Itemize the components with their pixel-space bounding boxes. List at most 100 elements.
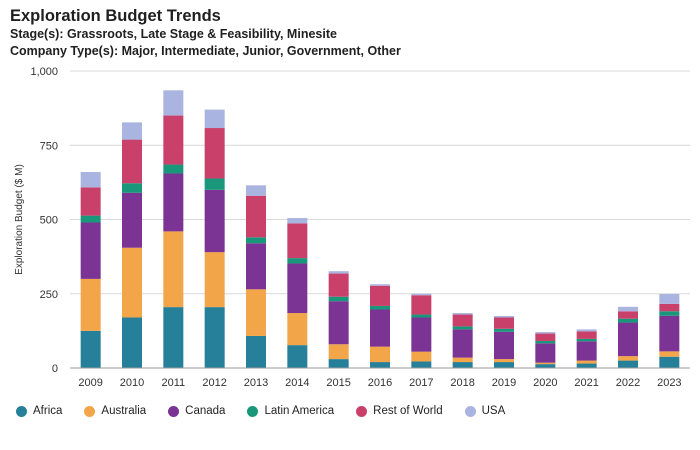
bar-segment-usa <box>659 294 680 304</box>
bar-segment-rest-of-world <box>287 223 308 259</box>
bar-segment-canada <box>122 192 142 248</box>
bar-segment-latin-america <box>204 178 225 190</box>
bar-segment-usa <box>246 185 266 196</box>
bars <box>80 90 680 368</box>
legend-item: Canada <box>168 405 225 417</box>
bar-segment-canada <box>452 329 473 358</box>
x-tick-label: 2023 <box>657 377 681 389</box>
legend-label: Latin America <box>264 405 335 417</box>
bar-segment-canada <box>618 322 638 357</box>
x-tick-label: 2011 <box>162 377 186 389</box>
chart-title: Exploration Budget Trends <box>10 7 221 25</box>
bar-segment-africa <box>204 307 225 368</box>
legend-swatch <box>464 405 476 417</box>
bar-segment-rest-of-world <box>452 314 473 327</box>
bar-segment-canada <box>535 343 556 363</box>
x-tick-label: 2010 <box>120 377 144 389</box>
bar-segment-canada <box>287 263 308 314</box>
bar-segment-africa <box>618 360 638 368</box>
bar-segment-latin-america <box>659 311 680 316</box>
x-tick-label: 2016 <box>368 377 392 389</box>
chart-header: Exploration Budget Trends Stage(s): Gras… <box>10 6 401 60</box>
bar-segment-canada <box>328 301 349 345</box>
bar-segment-usa <box>370 284 390 286</box>
bar-segment-africa <box>411 361 432 368</box>
bar-segment-latin-america <box>163 164 184 174</box>
bar-segment-rest-of-world <box>494 317 514 329</box>
legend-swatch <box>16 405 27 417</box>
bar-segment-rest-of-world <box>370 285 390 306</box>
bar-segment-rest-of-world <box>618 311 638 319</box>
legend-item: Rest of World <box>356 405 443 417</box>
legend-label: USA <box>481 405 506 417</box>
y-tick-label: 1,000 <box>30 66 58 78</box>
bar-segment-canada <box>411 317 432 352</box>
y-tick-label: 750 <box>40 140 58 152</box>
bar-segment-australia <box>494 359 514 363</box>
bar-segment-latin-america <box>576 338 597 342</box>
bar-segment-canada <box>370 309 390 347</box>
bar-segment-latin-america <box>122 183 142 193</box>
bar-segment-africa <box>370 362 390 368</box>
bar-segment-usa <box>494 316 514 318</box>
bar-segment-latin-america <box>618 318 638 323</box>
bar-segment-rest-of-world <box>163 115 184 165</box>
bar-segment-usa <box>535 332 556 334</box>
company-type-filter-line: Company Type(s): Major, Intermediate, Ju… <box>10 44 401 58</box>
bar-segment-latin-america <box>80 215 101 223</box>
bar-segment-africa <box>246 335 266 368</box>
bar-segment-africa <box>163 307 184 368</box>
bar-segment-canada <box>494 331 514 360</box>
bar-segment-latin-america <box>287 258 308 264</box>
x-tick-label: 2019 <box>492 377 516 389</box>
bar-segment-rest-of-world <box>246 195 266 238</box>
legend-swatch <box>247 405 259 417</box>
bar-segment-canada <box>576 341 597 361</box>
bar-segment-usa <box>618 306 638 312</box>
bar-segment-canada <box>163 173 184 232</box>
bar-segment-australia <box>122 247 142 318</box>
bar-segment-usa <box>122 122 142 140</box>
bar-segment-canada <box>659 315 680 352</box>
bar-segment-rest-of-world <box>122 139 142 184</box>
y-tick-label: 0 <box>52 363 58 375</box>
legend-label: Canada <box>185 405 226 417</box>
x-tick-label: 2021 <box>574 377 598 389</box>
y-tick-label: 250 <box>40 289 58 301</box>
bar-segment-latin-america <box>328 296 349 302</box>
bar-segment-australia <box>246 289 266 336</box>
bar-segment-africa <box>576 363 597 368</box>
bar-segment-latin-america <box>535 340 556 344</box>
bar-segment-rest-of-world <box>204 128 225 179</box>
bar-segment-australia <box>80 278 101 331</box>
x-tick-label: 2013 <box>244 377 268 389</box>
legend: Africa Australia Canada Latin America Rest o… <box>16 405 527 417</box>
bar-segment-rest-of-world <box>576 331 597 339</box>
bar-segment-australia <box>535 362 556 365</box>
bar-segment-rest-of-world <box>328 273 349 297</box>
bar-segment-australia <box>204 252 225 308</box>
legend-swatch <box>168 405 180 417</box>
legend-swatch <box>356 405 368 417</box>
y-tick-label: 500 <box>40 215 58 227</box>
legend-label: Africa <box>33 405 63 417</box>
x-tick-label: 2015 <box>326 377 350 389</box>
bar-segment-africa <box>122 317 142 368</box>
bar-segment-canada <box>204 189 225 253</box>
bar-segment-latin-america <box>370 305 390 310</box>
x-tick-label: 2009 <box>78 377 102 389</box>
bar-segment-australia <box>287 313 308 346</box>
bar-segment-africa <box>328 359 349 368</box>
bar-segment-usa <box>328 271 349 274</box>
bar-segment-usa <box>204 109 225 129</box>
legend-item: Africa <box>16 405 62 417</box>
bar-segment-australia <box>659 351 680 357</box>
bar-segment-australia <box>328 344 349 360</box>
axes: 0 250 500 750 1,000 Exploration Budget ($ M) 2… <box>14 66 690 389</box>
bar-segment-australia <box>452 357 473 363</box>
bar-segment-africa <box>535 364 556 368</box>
legend-label: Rest of World <box>373 405 443 417</box>
bar-segment-australia <box>618 356 638 361</box>
bar-segment-usa <box>163 90 184 116</box>
